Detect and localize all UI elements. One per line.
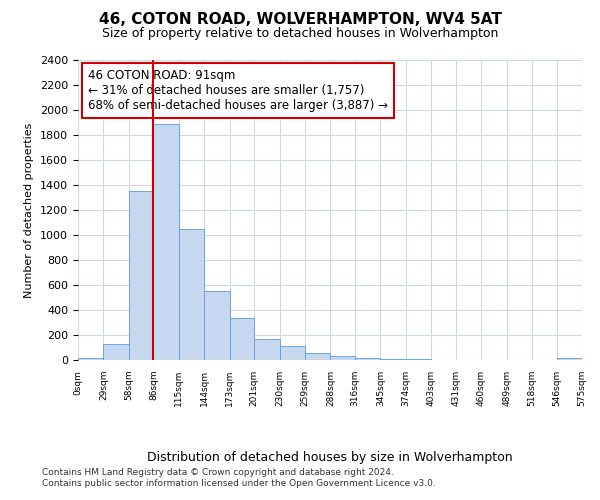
Bar — [557, 358, 582, 360]
Bar — [355, 358, 380, 360]
Bar — [254, 339, 280, 360]
Text: 46 COTON ROAD: 91sqm
← 31% of detached houses are smaller (1,757)
68% of semi-de: 46 COTON ROAD: 91sqm ← 31% of detached h… — [88, 69, 388, 112]
Bar — [204, 291, 230, 360]
Text: Size of property relative to detached houses in Wolverhampton: Size of property relative to detached ho… — [102, 28, 498, 40]
Bar — [230, 318, 254, 360]
Y-axis label: Number of detached properties: Number of detached properties — [25, 122, 34, 298]
Bar — [78, 358, 103, 360]
Bar — [280, 346, 305, 360]
Bar — [331, 356, 355, 360]
Bar — [380, 358, 406, 360]
Bar — [129, 191, 154, 360]
Bar — [179, 229, 204, 360]
Text: 46, COTON ROAD, WOLVERHAMPTON, WV4 5AT: 46, COTON ROAD, WOLVERHAMPTON, WV4 5AT — [98, 12, 502, 28]
X-axis label: Distribution of detached houses by size in Wolverhampton: Distribution of detached houses by size … — [147, 450, 513, 464]
Bar — [154, 124, 179, 360]
Bar — [305, 352, 331, 360]
Text: Contains HM Land Registry data © Crown copyright and database right 2024.
Contai: Contains HM Land Registry data © Crown c… — [42, 468, 436, 487]
Bar — [103, 344, 129, 360]
